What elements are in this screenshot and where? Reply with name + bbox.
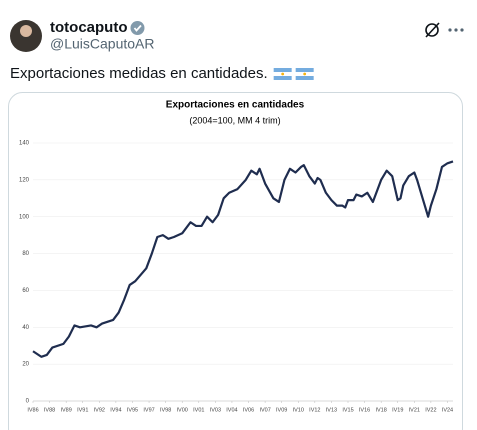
y-tick-label: 20: [22, 362, 29, 368]
y-tick-label: 120: [19, 177, 30, 183]
verified-badge: [130, 21, 145, 35]
x-tick-label: IV03: [210, 407, 221, 413]
x-tick-label: IV22: [425, 407, 436, 413]
x-tick-label: IV09: [276, 407, 287, 413]
x-tick-label: IV94: [110, 407, 121, 413]
x-tick-label: IV92: [94, 407, 105, 413]
chart-subtitle: (2004=100, MM 4 trim): [189, 115, 280, 125]
x-tick-label: IV21: [409, 407, 420, 413]
x-tick-label: IV10: [293, 407, 304, 413]
flag-emojis: [273, 68, 314, 80]
more-menu[interactable]: [448, 28, 464, 32]
y-tick-label: 60: [22, 288, 29, 294]
y-tick-label: 80: [22, 251, 29, 257]
x-tick-label: IV07: [259, 407, 270, 413]
grok-circle: [425, 23, 439, 37]
x-tick-label: IV06: [243, 407, 254, 413]
x-tick-label: IV91: [77, 407, 88, 413]
badge-check: [133, 24, 142, 32]
x-tick-label: IV19: [392, 407, 403, 413]
x-tick-label: IV00: [177, 407, 188, 413]
flag-bottom: [295, 76, 314, 80]
dot: [460, 28, 464, 32]
x-tick-label: IV13: [326, 407, 337, 413]
grok-slash: [425, 22, 440, 38]
flag-sun: [303, 72, 307, 76]
x-tick-label: IV16: [359, 407, 370, 413]
flag-top: [295, 68, 314, 72]
badge-bg: [130, 21, 145, 35]
x-tick-label: IV15: [342, 407, 353, 413]
x-tick-label: IV12: [309, 407, 320, 413]
x-tick-label: IV24: [442, 407, 453, 413]
flag-top: [273, 68, 292, 72]
flag-sun: [281, 72, 285, 76]
dot: [454, 28, 458, 32]
x-tick-label: IV86: [27, 407, 38, 413]
x-tick-label: IV98: [160, 407, 171, 413]
dot: [448, 28, 452, 32]
x-tick-label: IV97: [143, 407, 154, 413]
y-tick-label: 140: [19, 141, 30, 147]
y-tick-label: 100: [19, 214, 30, 220]
x-tick-label: IV89: [60, 407, 71, 413]
user-handle[interactable]: @LuisCaputoAR: [50, 36, 155, 52]
data-line: [32, 160, 454, 358]
x-tick-label: IV01: [193, 407, 204, 413]
x-tick-label: IV04: [226, 407, 237, 413]
x-tick-label: IV95: [127, 407, 138, 413]
chart-title: Exportaciones en cantidades: [166, 100, 305, 111]
tweet-text: Exportaciones medidas en cantidades.: [10, 65, 268, 82]
media-card[interactable]: [8, 92, 463, 430]
grok-icon[interactable]: [425, 22, 440, 38]
y-tick-label: 0: [26, 399, 30, 405]
avatar-face: [20, 25, 32, 37]
y-tick-label: 40: [22, 325, 29, 331]
user-name[interactable]: totocaputo: [50, 19, 127, 36]
x-tick-label: IV88: [44, 407, 55, 413]
flag-bottom: [273, 76, 292, 80]
x-tick-label: IV18: [375, 407, 386, 413]
